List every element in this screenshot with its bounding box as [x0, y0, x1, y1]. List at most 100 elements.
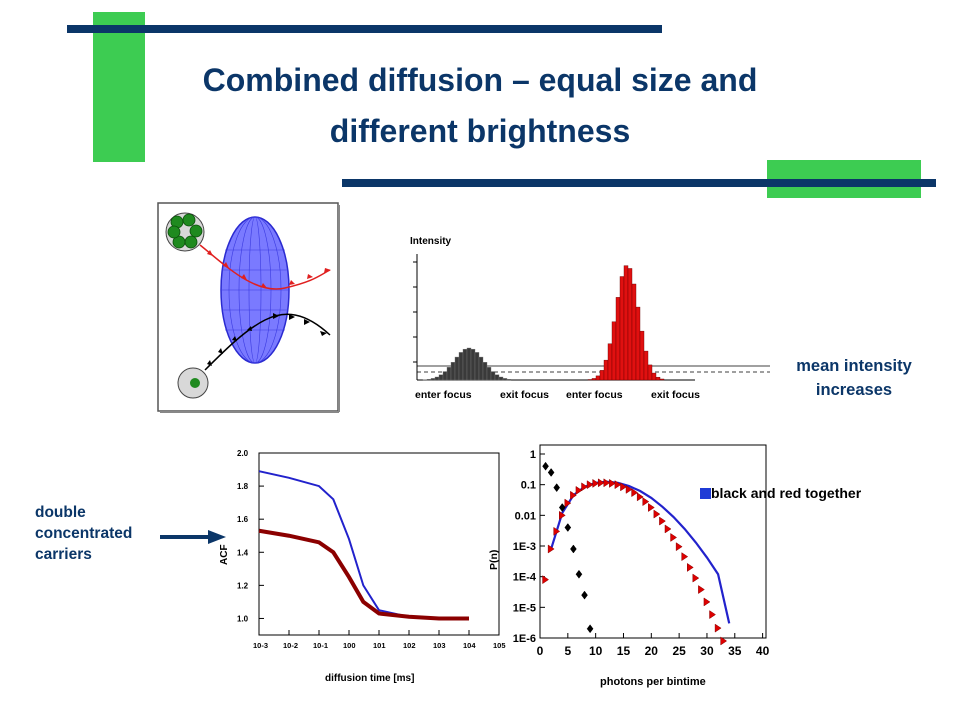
acf-y-tick: 2.0	[237, 449, 249, 458]
pn-y-tick: 0.01	[515, 510, 536, 522]
red-bar	[647, 364, 653, 381]
pn-red-point	[625, 484, 633, 494]
pn-red-point	[603, 478, 611, 488]
green-block-left	[93, 12, 145, 162]
pn-black-point	[575, 569, 583, 579]
pn-x-tick: 30	[700, 644, 714, 658]
intensity-panel: Intensity enter focus exit focus enter f…	[410, 236, 770, 401]
pn-red-point	[631, 488, 639, 498]
pn-red-point	[636, 492, 644, 502]
pn-y-tick: 1E-3	[513, 541, 536, 553]
red-bar	[611, 321, 617, 381]
acf-chart: 2.0 1.8 1.6 1.4 1.2 1.0 10-3 10-2 10-1 100 101 102…	[219, 449, 506, 684]
red-bar	[615, 297, 621, 381]
pn-chart: 1 0.1 0.01 1E-3 1E-4 1E-5 1E-6 0 5 10 15 20 25 30 35 4…	[488, 444, 770, 688]
pn-red-point	[581, 482, 588, 492]
pn-legend: black and red together	[700, 485, 861, 503]
pn-red-point	[553, 526, 561, 536]
red-bar	[627, 268, 633, 381]
pn-black-point	[586, 624, 594, 634]
acf-x-tick: 101	[373, 641, 386, 650]
pn-red-point	[670, 532, 678, 542]
red-bar	[591, 378, 597, 381]
pn-x-tick: 20	[645, 644, 659, 658]
red-bar	[623, 265, 629, 381]
acf-x-tick: 102	[403, 641, 416, 650]
pn-x-tick: 0	[537, 644, 544, 658]
gray-bar	[502, 378, 508, 381]
acf-y-tick: 1.6	[237, 515, 249, 524]
acf-x-tick: 10-1	[313, 641, 328, 650]
label-enter-focus-1: enter focus	[415, 389, 472, 401]
intensity-axis-label: Intensity	[410, 236, 452, 247]
black-trajectory	[204, 313, 331, 371]
pn-red-point	[570, 490, 577, 500]
pn-red-point	[614, 480, 622, 490]
red-bar	[655, 376, 661, 381]
pn-x-tick: 5	[564, 644, 571, 658]
red-bar	[595, 375, 601, 381]
navy-bar-top	[67, 25, 662, 33]
pn-red-point	[575, 485, 583, 495]
pn-x-tick: 15	[617, 644, 631, 658]
acf-y-tick: 1.2	[237, 581, 249, 590]
acf-x-tick: 105	[493, 641, 506, 650]
gray-bar	[454, 356, 460, 381]
pn-red-point	[714, 623, 722, 633]
annotation-arrow	[160, 530, 226, 544]
gray-bar	[478, 356, 484, 381]
pn-red-point	[609, 478, 616, 488]
pn-black-point	[558, 503, 566, 512]
red-bar	[651, 372, 657, 381]
red-trajectory	[199, 244, 331, 290]
gray-bar	[434, 376, 440, 381]
pn-y-axis-label: P(n)	[488, 550, 500, 570]
legend-swatch	[700, 488, 711, 499]
pn-red-point	[586, 480, 594, 490]
gray-bar	[486, 367, 492, 381]
red-bar	[639, 330, 645, 381]
acf-x-tick: 103	[433, 641, 446, 650]
pn-x-tick: 10	[589, 644, 603, 658]
pn-red-point	[597, 478, 605, 488]
pn-y-tick: 0.1	[521, 480, 536, 492]
mean-intensity-annotation: mean intensity increases	[796, 357, 912, 399]
pn-red-point	[681, 552, 689, 562]
red-histogram	[587, 265, 665, 381]
red-bar	[599, 370, 605, 381]
acf-series-red	[258, 528, 469, 621]
acf-y-tick: 1.4	[237, 548, 249, 557]
red-bar	[619, 276, 625, 381]
slide-title-line2: different brightness	[329, 113, 631, 149]
gray-bar	[490, 371, 496, 381]
acf-x-axis-label: diffusion time [ms]	[325, 673, 414, 684]
pn-red-point	[559, 510, 566, 520]
pn-red-point	[642, 497, 650, 507]
red-bar	[635, 306, 641, 381]
pn-black-point	[581, 590, 588, 600]
pn-red-point	[664, 524, 672, 534]
pn-red-point	[687, 562, 694, 572]
gray-bar	[458, 352, 464, 381]
pn-x-axis-label: photons per bintime	[600, 676, 706, 688]
gray-bar	[494, 374, 500, 381]
pn-series-red	[542, 478, 728, 646]
acf-x-tick: 100	[343, 641, 356, 650]
diffusion-illustration	[157, 202, 340, 413]
pn-x-tick: 40	[756, 644, 770, 658]
pn-y-tick: 1	[530, 449, 536, 461]
gray-bar	[470, 348, 476, 381]
pn-red-point	[592, 478, 600, 488]
gray-bar	[430, 378, 436, 381]
pn-red-point	[675, 542, 683, 552]
pn-x-tick: 35	[728, 644, 742, 658]
gray-bar	[450, 362, 456, 381]
label-exit-focus-1: exit focus	[500, 389, 549, 401]
acf-x-tick: 10-2	[283, 641, 298, 650]
gray-bar	[438, 374, 444, 381]
pn-y-tick: 1E-4	[513, 572, 537, 584]
gray-bar	[462, 348, 468, 381]
double-concentrated-annotation: double concentrated carriers	[35, 504, 133, 563]
gray-bar	[426, 379, 432, 381]
pn-series-black	[542, 461, 594, 634]
